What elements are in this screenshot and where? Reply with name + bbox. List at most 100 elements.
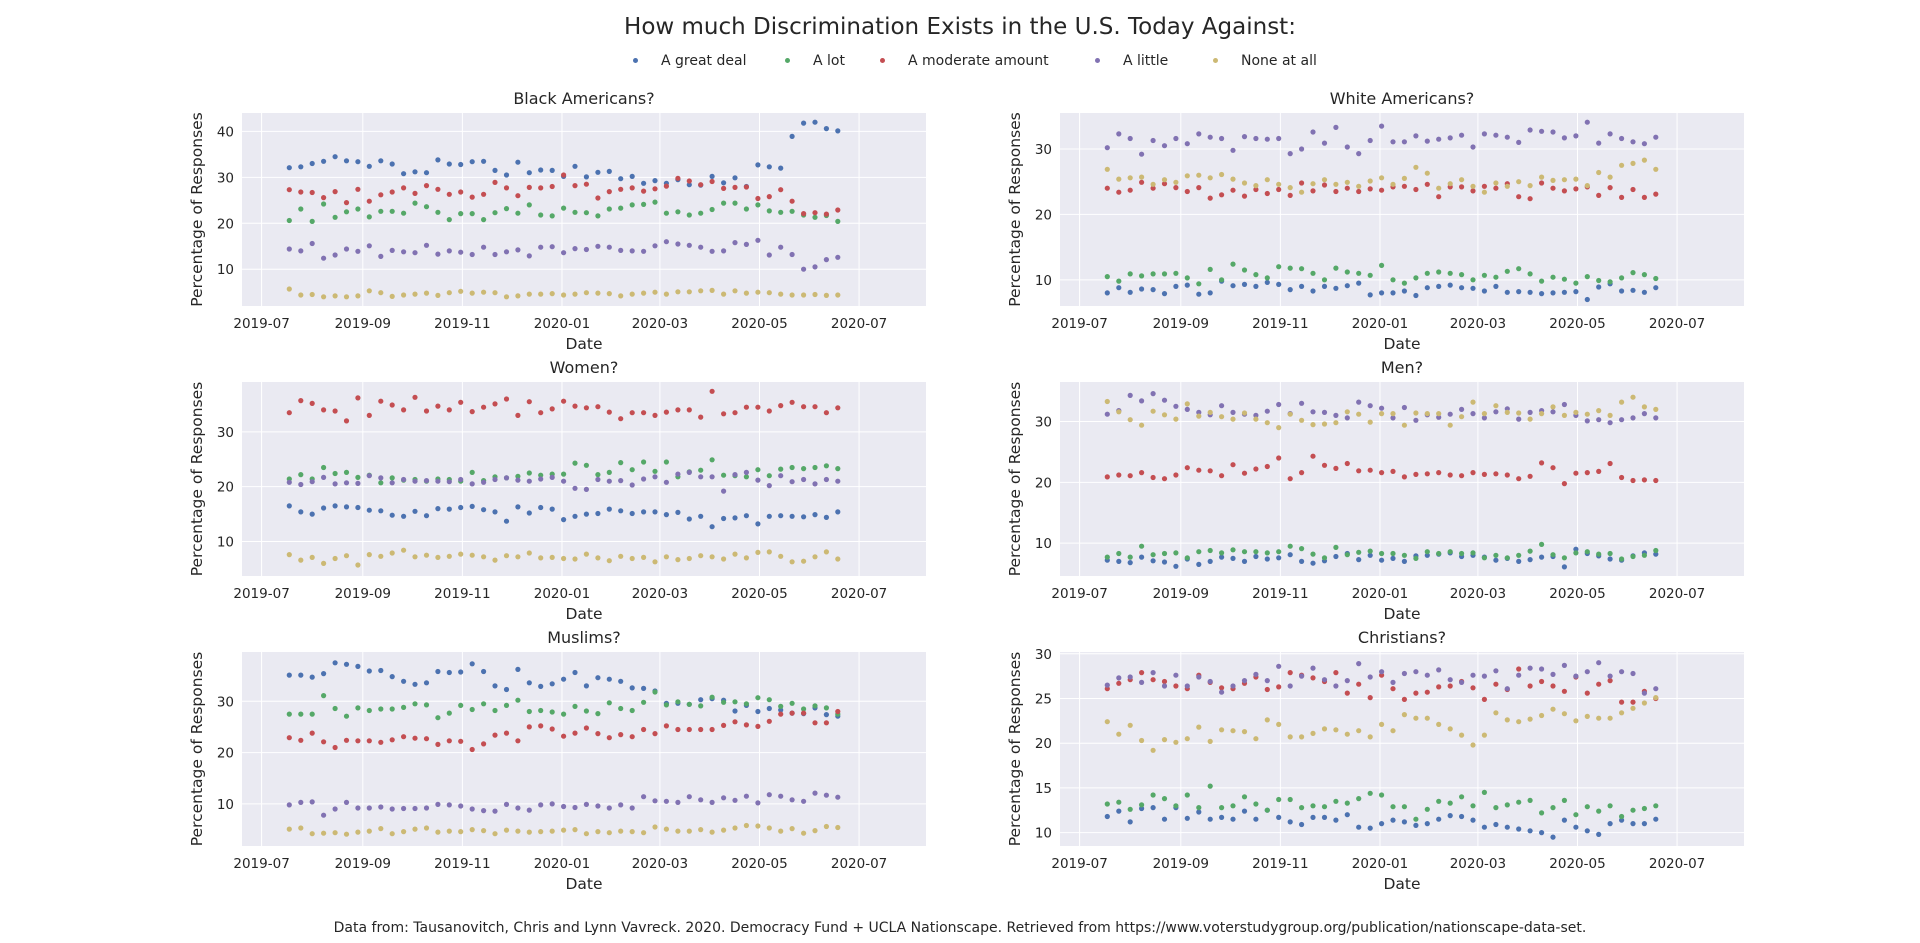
data-point — [515, 697, 521, 703]
data-point — [1207, 816, 1213, 822]
data-point — [492, 476, 498, 483]
data-point — [1184, 792, 1190, 798]
data-point — [789, 513, 795, 519]
data-point — [1310, 551, 1316, 557]
data-point — [766, 697, 772, 703]
data-point — [423, 552, 430, 558]
data-point — [1401, 819, 1407, 825]
data-point — [1321, 804, 1328, 810]
data-point — [778, 473, 784, 479]
data-point — [1184, 555, 1190, 561]
data-point — [721, 291, 727, 297]
data-point — [1641, 411, 1647, 417]
data-point — [286, 735, 292, 741]
data-point — [698, 288, 704, 294]
data-point — [1447, 472, 1453, 478]
data-point — [1333, 265, 1339, 271]
data-point — [686, 469, 692, 475]
data-point — [618, 678, 624, 684]
x-tick-label: 2020-03 — [632, 316, 688, 332]
data-point — [446, 738, 452, 744]
data-point — [1470, 817, 1476, 823]
data-point — [515, 473, 521, 479]
data-point — [515, 193, 521, 199]
data-point — [1276, 796, 1282, 803]
x-tick-label: 2019-07 — [233, 856, 289, 872]
legend-item-none-at-all: None at all — [1213, 53, 1317, 69]
data-point — [378, 553, 384, 559]
data-point — [1116, 176, 1122, 182]
data-point — [435, 157, 441, 163]
data-point — [1401, 139, 1407, 145]
data-point — [1447, 726, 1453, 732]
data-point — [675, 407, 681, 413]
data-point — [355, 159, 361, 165]
data-point — [1241, 549, 1248, 555]
data-point — [572, 804, 578, 811]
x-tick-label: 2020-01 — [534, 316, 590, 332]
data-point — [526, 724, 532, 730]
data-point — [1516, 799, 1522, 805]
series-a-great-deal — [286, 503, 841, 530]
data-point — [538, 707, 544, 714]
data-point — [1619, 710, 1625, 716]
data-point — [423, 825, 430, 831]
data-point — [1116, 680, 1122, 686]
data-point — [538, 504, 544, 511]
data-point — [446, 802, 452, 808]
data-point — [1447, 813, 1453, 819]
data-point — [732, 410, 738, 416]
data-point — [823, 476, 830, 483]
data-point — [709, 178, 715, 185]
data-point — [1596, 468, 1602, 474]
data-point — [789, 198, 795, 204]
data-point — [1104, 274, 1110, 280]
data-point — [458, 189, 464, 195]
data-point — [366, 412, 372, 418]
data-point — [743, 722, 750, 728]
data-point — [812, 464, 818, 471]
data-point — [309, 674, 315, 680]
data-point — [755, 708, 761, 715]
data-point — [1459, 406, 1465, 412]
data-point — [709, 173, 715, 179]
data-point — [321, 739, 327, 745]
data-point — [1401, 404, 1407, 411]
data-point — [549, 709, 555, 715]
data-point — [1310, 453, 1316, 459]
data-point — [618, 460, 624, 466]
data-point — [332, 293, 338, 299]
data-point — [446, 553, 452, 559]
data-point — [1573, 133, 1579, 139]
data-point — [1116, 799, 1122, 805]
data-point — [1436, 816, 1442, 822]
data-point — [1299, 180, 1305, 186]
data-point — [1584, 713, 1590, 720]
data-point — [1207, 468, 1213, 474]
data-point — [732, 719, 738, 725]
data-point — [572, 669, 578, 676]
data-point — [1264, 556, 1270, 562]
data-point — [469, 290, 475, 296]
data-point — [1573, 176, 1579, 182]
data-point — [343, 294, 350, 300]
data-point — [823, 410, 830, 416]
data-point — [366, 198, 372, 204]
data-point — [549, 183, 555, 190]
data-point — [1287, 796, 1293, 803]
data-point — [1276, 425, 1282, 431]
data-point — [538, 185, 544, 191]
data-point — [481, 507, 487, 513]
data-point — [538, 472, 544, 478]
data-point — [458, 249, 464, 255]
data-point — [1219, 550, 1225, 556]
legend-marker — [1213, 57, 1218, 63]
data-point — [1470, 742, 1476, 748]
data-point — [332, 660, 338, 666]
data-point — [1516, 826, 1522, 832]
data-point — [732, 288, 738, 294]
data-point — [1641, 404, 1647, 410]
data-point — [801, 798, 807, 804]
data-point — [526, 399, 532, 405]
data-point — [503, 518, 510, 524]
